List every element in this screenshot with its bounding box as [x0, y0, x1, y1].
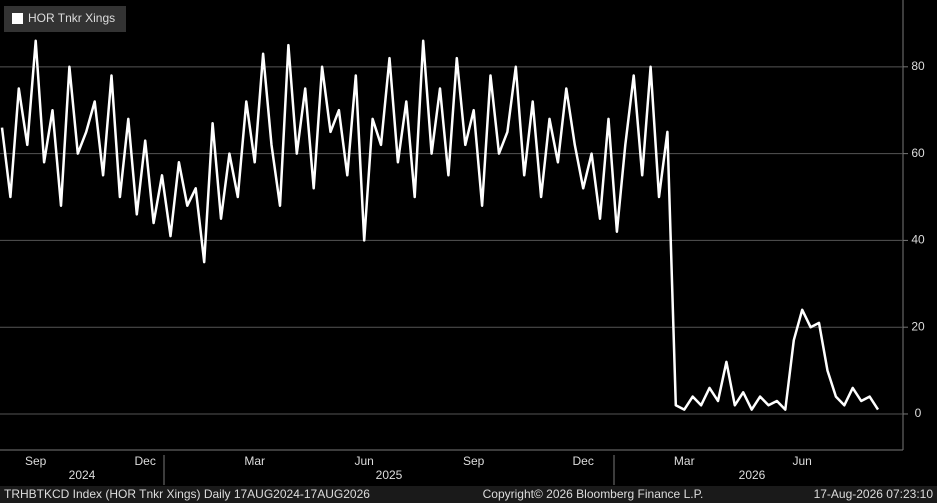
year-label: 2025: [376, 468, 403, 482]
year-label: 2024: [69, 468, 96, 482]
footer-left: TRHBTKCD Index (HOR Tnkr Xings) Daily 17…: [4, 487, 370, 501]
legend-swatch: [12, 13, 23, 24]
x-tick-label: Dec: [573, 454, 594, 468]
y-tick-label: 0: [915, 406, 922, 420]
y-tick-label: 80: [911, 59, 925, 73]
data-line: [0, 39, 880, 411]
legend-label: HOR Tnkr Xings: [28, 11, 115, 25]
year-label: 2026: [739, 468, 766, 482]
x-tick-label: Jun: [793, 454, 812, 468]
legend: [4, 6, 126, 32]
footer-bar: [0, 486, 937, 503]
x-tick-label: Mar: [244, 454, 265, 468]
y-tick-label: 40: [911, 233, 925, 247]
x-tick-label: Dec: [135, 454, 156, 468]
y-tick-label: 60: [911, 146, 925, 160]
x-tick-label: Mar: [674, 454, 695, 468]
footer-right: 17-Aug-2026 07:23:10: [814, 487, 934, 501]
x-tick-label: Sep: [25, 454, 47, 468]
x-tick-label: Sep: [463, 454, 485, 468]
footer-center: Copyright© 2026 Bloomberg Finance L.P.: [483, 487, 704, 501]
x-tick-label: Jun: [355, 454, 374, 468]
y-tick-label: 20: [911, 319, 925, 333]
